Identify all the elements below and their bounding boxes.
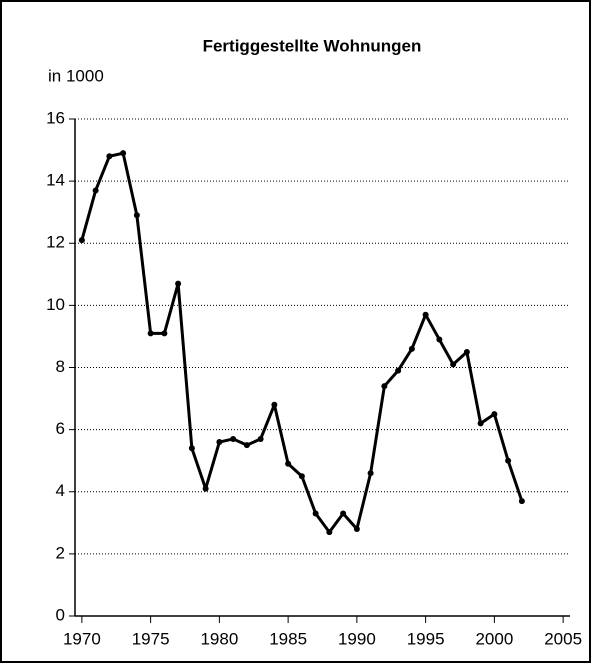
data-point (175, 280, 182, 287)
y-tick-label: 6 (56, 419, 65, 438)
data-point (518, 498, 525, 505)
data-point (408, 345, 415, 352)
data-point (298, 473, 305, 480)
x-tick-label: 1990 (338, 629, 376, 648)
data-point (188, 445, 195, 452)
y-axis-label: in 1000 (48, 66, 104, 85)
data-point (326, 529, 333, 536)
y-tick-label: 10 (46, 295, 65, 314)
y-tick-label: 12 (46, 233, 65, 252)
data-point (436, 336, 443, 343)
x-tick-label: 2000 (475, 629, 513, 648)
data-point (230, 435, 237, 442)
x-tick-label: 2005 (544, 629, 582, 648)
data-point (381, 383, 388, 390)
data-point (463, 348, 470, 355)
data-point (353, 526, 360, 533)
x-tick-label: 1975 (132, 629, 170, 648)
chart-title: Fertiggestellte Wohnungen (203, 36, 422, 55)
data-point (257, 435, 264, 442)
y-tick-label: 14 (46, 171, 65, 190)
y-tick-label: 8 (56, 357, 65, 376)
data-point (505, 457, 512, 464)
data-point (161, 330, 168, 337)
data-point (477, 420, 484, 427)
data-point (340, 510, 347, 517)
data-point (216, 439, 223, 446)
data-point (422, 311, 429, 318)
data-point (491, 411, 498, 418)
data-point (450, 361, 457, 368)
data-point (133, 212, 140, 219)
data-point (367, 470, 374, 477)
y-tick-label: 0 (56, 605, 65, 624)
data-point (285, 460, 292, 467)
data-point (243, 442, 250, 449)
x-tick-label: 1985 (269, 629, 307, 648)
data-point (202, 485, 209, 492)
y-tick-label: 16 (46, 108, 65, 127)
data-point (78, 237, 85, 244)
x-tick-label: 1970 (63, 629, 101, 648)
x-tick-label: 1980 (200, 629, 238, 648)
data-point (120, 150, 127, 157)
y-tick-label: 4 (56, 481, 65, 500)
x-tick-label: 1995 (407, 629, 445, 648)
data-point (271, 401, 278, 408)
y-tick-label: 2 (56, 543, 65, 562)
data-point (92, 187, 99, 194)
data-point (147, 330, 154, 337)
data-point (395, 367, 402, 374)
data-point (312, 510, 319, 517)
data-point (106, 153, 113, 160)
